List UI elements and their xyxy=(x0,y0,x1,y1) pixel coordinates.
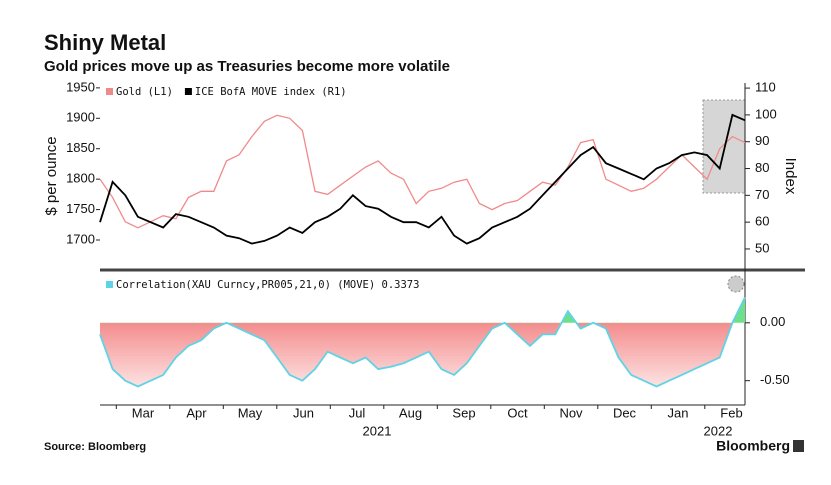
legend-swatch xyxy=(184,88,192,95)
x-tick-label: Dec xyxy=(613,405,637,420)
x-tick-label: Apr xyxy=(186,405,207,420)
source: Source: Bloomberg xyxy=(44,441,146,453)
y2-tick-label: 80 xyxy=(755,160,769,175)
area-negative xyxy=(100,323,733,387)
logo-icon xyxy=(793,440,804,452)
x-tick-label: May xyxy=(238,405,263,420)
legend-label: Correlation(XAU Curncy,PR005,21,0) (MOVE… xyxy=(116,279,419,291)
y2-tick-label: 110 xyxy=(755,80,776,95)
series-line xyxy=(99,114,746,229)
y-axis-label: $ per ounce xyxy=(43,136,60,215)
x-year-label: 2022 xyxy=(704,423,733,438)
x-year-label: 2021 xyxy=(363,423,392,438)
legend-swatch xyxy=(106,88,113,95)
logo: Bloomberg xyxy=(716,438,790,454)
legend-swatch xyxy=(106,281,113,288)
x-tick-label: Jun xyxy=(293,405,314,420)
y2-tick-label: 50 xyxy=(755,240,769,255)
y-tick-label: -0.50 xyxy=(760,372,790,387)
y-tick-label: 0.00 xyxy=(760,314,785,329)
y-tick-label: 1850 xyxy=(66,140,95,155)
x-tick-label: Feb xyxy=(720,405,742,420)
y-tick-label: 1900 xyxy=(66,110,95,125)
x-tick-label: Mar xyxy=(132,405,155,420)
x-tick-label: Oct xyxy=(507,405,528,420)
legend-label: ICE BofA MOVE index (R1) xyxy=(195,86,347,98)
x-tick-label: Jul xyxy=(349,405,366,420)
y-tick-label: 1950 xyxy=(66,79,95,94)
x-tick-label: Aug xyxy=(399,405,422,420)
series-line xyxy=(99,296,746,388)
y2-tick-label: 90 xyxy=(755,133,769,148)
x-tick-label: Sep xyxy=(452,405,475,420)
chart-subtitle: Gold prices move up as Treasuries become… xyxy=(44,58,450,75)
highlight-circle xyxy=(727,275,745,293)
y-tick-label: 1700 xyxy=(66,231,95,246)
y2-tick-label: 70 xyxy=(755,187,769,202)
y2-axis-label: Index xyxy=(782,158,799,195)
x-tick-label: Nov xyxy=(559,405,583,420)
y2-tick-label: 100 xyxy=(755,106,777,121)
y2-tick-label: 60 xyxy=(755,214,769,229)
chart-title: Shiny Metal xyxy=(44,30,166,55)
y-tick-label: 1750 xyxy=(66,201,95,216)
x-tick-label: Jan xyxy=(668,405,689,420)
series-line xyxy=(99,113,746,245)
legend-label: Gold (L1) xyxy=(116,86,173,98)
y-tick-label: 1800 xyxy=(66,171,95,186)
